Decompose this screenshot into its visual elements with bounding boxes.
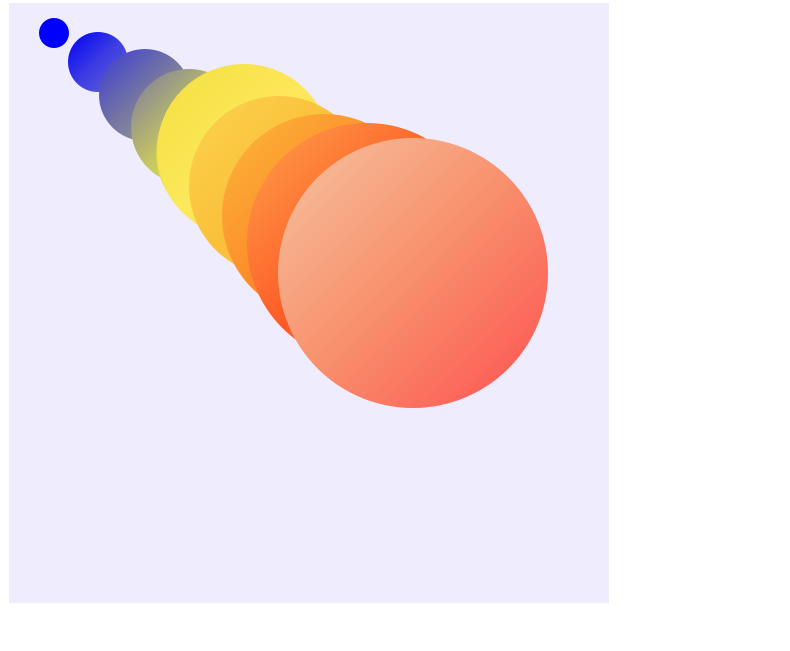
gradient-circles-graphic — [9, 3, 609, 603]
circle-stack — [39, 18, 548, 408]
circle-10 — [278, 138, 548, 408]
circle-1 — [39, 18, 69, 48]
circle-canvas — [9, 3, 609, 603]
